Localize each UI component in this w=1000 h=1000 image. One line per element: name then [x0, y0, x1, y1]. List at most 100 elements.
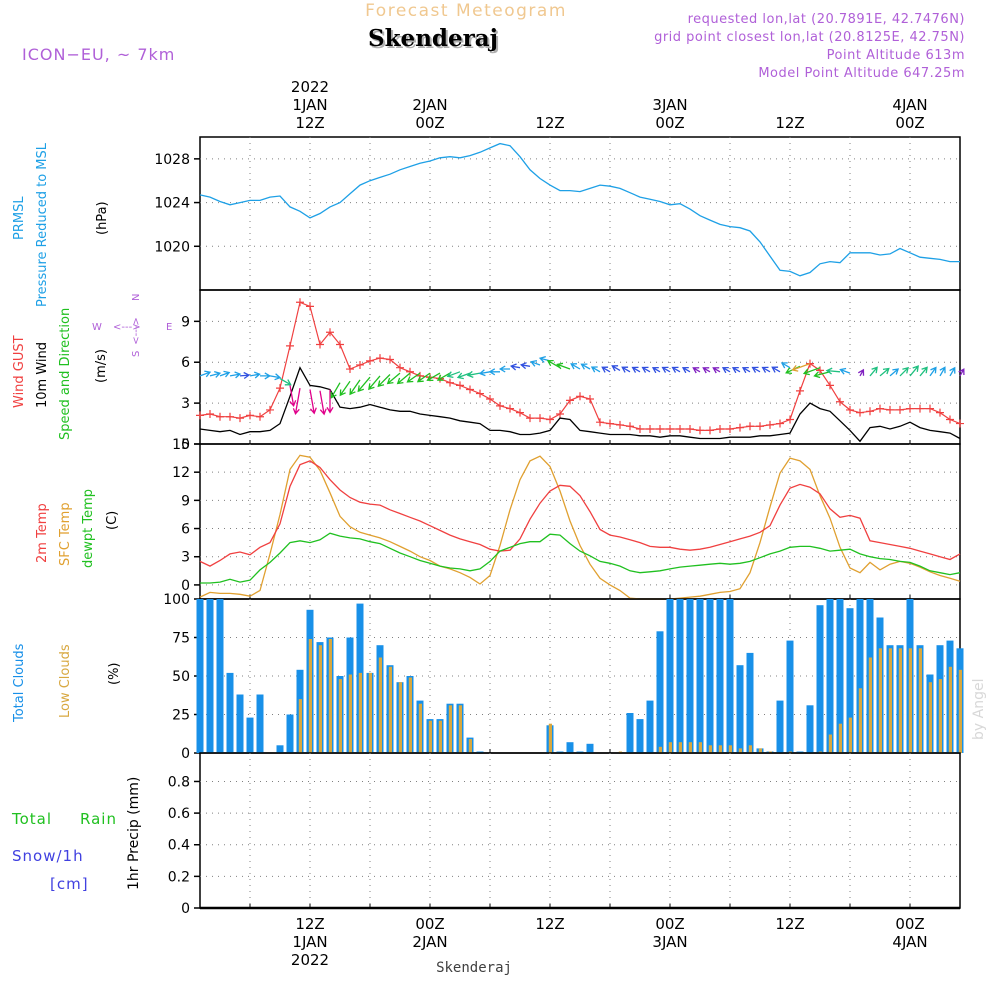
- total-cloud-bar: [226, 672, 234, 753]
- wind-panel: 0 3 6 9: [181, 289, 965, 453]
- wind-arrow: [478, 369, 491, 377]
- low-cloud-bar: [718, 745, 722, 753]
- low-cloud-bar: [928, 682, 932, 753]
- time-label: 00Z: [655, 114, 684, 132]
- time-label: 12Z: [535, 915, 564, 933]
- gust-marker: [786, 415, 794, 424]
- wind-arrow: [326, 389, 334, 414]
- total-cloud-bar: [286, 714, 294, 753]
- compass-arrows: <--->: [113, 322, 141, 333]
- gust-marker: [516, 408, 524, 417]
- ytick-label: 100: [163, 592, 190, 608]
- time-label: 12Z: [295, 114, 324, 132]
- wind-arrow: [229, 371, 242, 379]
- wind-arrow: [519, 362, 531, 370]
- temp2m-label: 2m Temp: [35, 503, 50, 563]
- total-cloud-bar: [826, 599, 834, 753]
- wind-arrow: [771, 366, 781, 373]
- gust-marker: [396, 363, 404, 372]
- gust-marker: [856, 408, 864, 417]
- grid-point: grid point closest lon,lat (20.8125E, 42…: [654, 30, 965, 45]
- low-cloud-bar: [328, 639, 332, 753]
- time-label: 12Z: [295, 915, 324, 933]
- wind-arrow: [368, 375, 381, 391]
- total-cloud-bar: [206, 599, 214, 753]
- gust-marker: [696, 426, 704, 435]
- gust-marker: [936, 408, 944, 417]
- gust-marker: [736, 423, 744, 432]
- total-cloud-bar: [256, 694, 264, 753]
- wind-arrow: [546, 359, 561, 369]
- low-cloud-bar: [658, 746, 662, 753]
- requested-point: requested lon,lat (20.7891E, 42.7476N): [688, 12, 965, 27]
- wind-arrow: [702, 367, 711, 374]
- gust-marker: [216, 412, 224, 421]
- low-cloud-bar: [848, 717, 852, 753]
- ytick-label: 75: [172, 631, 190, 647]
- low-clouds-label: Low Clouds: [58, 644, 73, 718]
- ytick-label: 3: [181, 396, 190, 412]
- wind-arrow: [509, 363, 521, 371]
- total-cloud-bar: [276, 745, 284, 753]
- gust-marker: [206, 410, 214, 419]
- wind-arrow: [416, 372, 431, 383]
- total-cloud-bar: [856, 599, 864, 753]
- gust-marker: [446, 378, 454, 387]
- wind-arrow: [446, 371, 461, 379]
- gust-marker: [676, 425, 684, 434]
- low-cloud-bar: [908, 648, 912, 753]
- temp-frame: [199, 443, 961, 600]
- total-clouds-label: Total Clouds: [12, 643, 27, 723]
- gust-marker: [526, 414, 534, 423]
- time-label: 1JAN: [292, 96, 327, 114]
- low-cloud-bar: [468, 739, 472, 753]
- gust-marker: [346, 365, 354, 374]
- wind-arrow: [556, 362, 571, 370]
- time-label: 4JAN: [892, 96, 927, 114]
- low-cloud-bar: [678, 742, 682, 753]
- wind-arrow: [590, 366, 601, 373]
- wind-arrow: [958, 368, 965, 377]
- low-cloud-bar: [758, 748, 762, 753]
- gust-marker: [256, 412, 264, 421]
- low-cloud-bar: [688, 742, 692, 753]
- gust-marker: [386, 355, 394, 364]
- wind-panel-labels: Wind GUST 10m Wind Speed and Direction (…: [12, 294, 172, 440]
- wind-arrow: [580, 363, 591, 370]
- credit-watermark: by Angel: [971, 679, 987, 740]
- pressure-label-1: PRMSL: [12, 196, 27, 240]
- low-cloud-bar: [698, 742, 702, 753]
- total-cloud-bar: [806, 705, 814, 753]
- gust-marker: [896, 405, 904, 414]
- ytick-label: 6: [181, 355, 190, 371]
- wind-arrow: [857, 368, 865, 377]
- gust-marker: [706, 426, 714, 435]
- total-cloud-bar: [816, 605, 824, 753]
- prmsl-line: [199, 142, 960, 277]
- wind-arrow: [199, 370, 212, 378]
- gust-marker: [746, 422, 754, 431]
- wind-label: 10m Wind: [35, 342, 50, 408]
- wind-arrow: [869, 366, 878, 377]
- precip-panel-labels: Total Rain Snow/1h [cm] 1hr Precip (mm): [11, 777, 142, 893]
- gust-marker: [656, 425, 664, 434]
- wind-arrow: [839, 367, 851, 375]
- wind-arrow: [949, 366, 956, 377]
- wind-arrow: [721, 366, 731, 374]
- wind-arrow: [377, 374, 391, 388]
- total-cloud-bar: [236, 694, 244, 753]
- gust-marker: [906, 404, 914, 413]
- gust-marker: [536, 414, 544, 423]
- gust-marker: [486, 395, 494, 404]
- wind-arrow: [260, 372, 272, 380]
- wind-arrow: [641, 366, 651, 373]
- gust-marker: [286, 341, 294, 350]
- point-altitude: Point Altitude 613m: [827, 48, 965, 63]
- ytick-label: 0: [181, 437, 190, 453]
- time-label: 2022: [291, 78, 329, 96]
- time-label: 3JAN: [652, 933, 687, 951]
- gust-marker: [866, 407, 874, 416]
- time-label: 2JAN: [412, 933, 447, 951]
- wind-arrow: [919, 366, 928, 377]
